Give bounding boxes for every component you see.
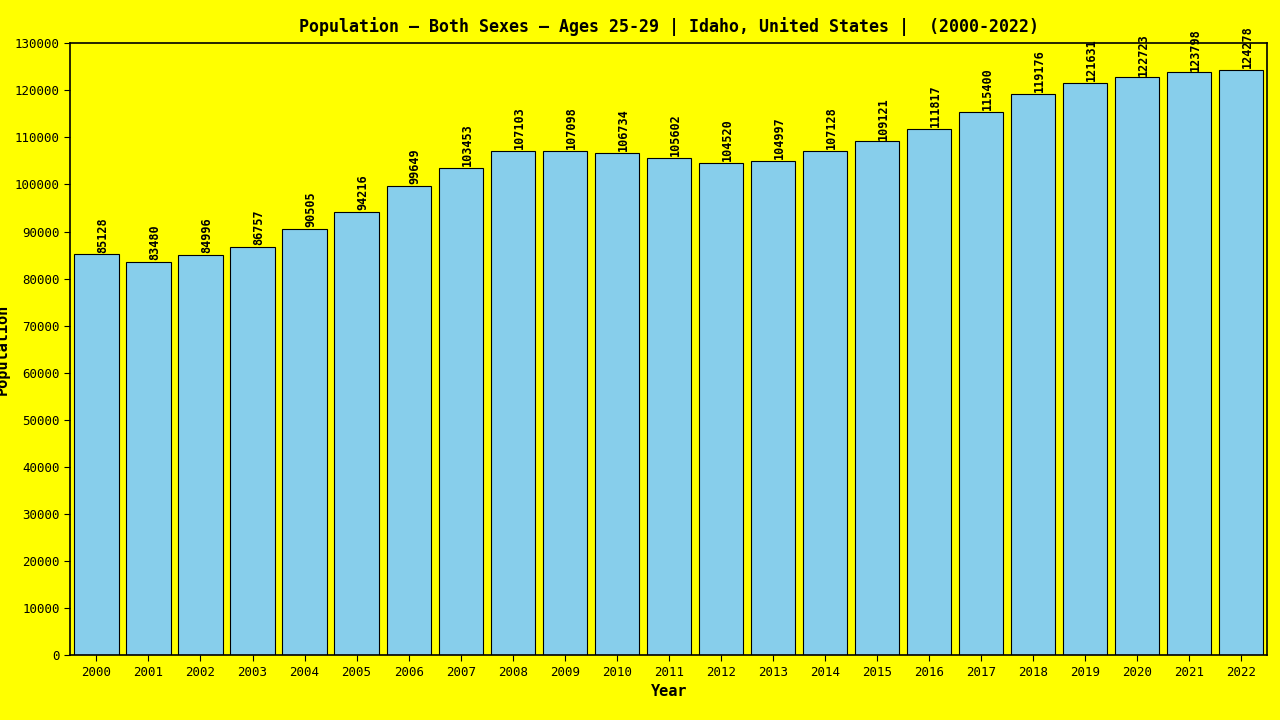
Text: 124278: 124278 bbox=[1242, 25, 1254, 68]
Text: 104520: 104520 bbox=[721, 119, 733, 161]
Text: 111817: 111817 bbox=[929, 84, 942, 127]
Bar bbox=[74, 254, 119, 655]
Bar bbox=[230, 247, 275, 655]
Text: 83480: 83480 bbox=[148, 225, 161, 261]
Text: 115400: 115400 bbox=[980, 67, 995, 110]
Text: 104997: 104997 bbox=[773, 116, 786, 159]
Bar bbox=[1011, 94, 1055, 655]
Bar bbox=[646, 158, 691, 655]
Text: 86757: 86757 bbox=[252, 210, 265, 245]
Text: 85128: 85128 bbox=[96, 217, 109, 253]
Bar bbox=[751, 161, 795, 655]
Bar bbox=[906, 129, 951, 655]
Bar bbox=[1167, 73, 1211, 655]
Bar bbox=[1219, 70, 1263, 655]
Text: 107103: 107103 bbox=[513, 107, 526, 149]
Text: 106734: 106734 bbox=[617, 108, 630, 151]
Text: 94216: 94216 bbox=[357, 174, 370, 210]
Title: Population – Both Sexes – Ages 25-29 | Idaho, United States |  (2000-2022): Population – Both Sexes – Ages 25-29 | I… bbox=[298, 17, 1039, 36]
X-axis label: Year: Year bbox=[650, 684, 687, 699]
Bar bbox=[699, 163, 742, 655]
Bar bbox=[387, 186, 431, 655]
Bar bbox=[543, 151, 586, 655]
Bar bbox=[283, 229, 326, 655]
Bar bbox=[1062, 83, 1107, 655]
Text: 119176: 119176 bbox=[1033, 50, 1046, 92]
Text: 84996: 84996 bbox=[201, 217, 214, 253]
Bar bbox=[334, 212, 379, 655]
Bar bbox=[490, 151, 535, 655]
Y-axis label: Population: Population bbox=[0, 304, 9, 395]
Bar bbox=[127, 262, 170, 655]
Bar bbox=[178, 255, 223, 655]
Text: 109121: 109121 bbox=[877, 97, 890, 140]
Bar bbox=[439, 168, 483, 655]
Text: 121631: 121631 bbox=[1085, 38, 1098, 81]
Text: 107098: 107098 bbox=[564, 107, 577, 149]
Text: 122723: 122723 bbox=[1137, 33, 1151, 76]
Bar bbox=[855, 142, 899, 655]
Bar bbox=[959, 112, 1004, 655]
Text: 105602: 105602 bbox=[668, 114, 682, 156]
Bar bbox=[595, 153, 639, 655]
Bar bbox=[1115, 78, 1160, 655]
Text: 123798: 123798 bbox=[1189, 28, 1202, 71]
Text: 103453: 103453 bbox=[461, 124, 474, 166]
Text: 107128: 107128 bbox=[824, 107, 838, 149]
Text: 99649: 99649 bbox=[408, 148, 421, 184]
Text: 90505: 90505 bbox=[305, 192, 317, 228]
Bar bbox=[803, 151, 847, 655]
